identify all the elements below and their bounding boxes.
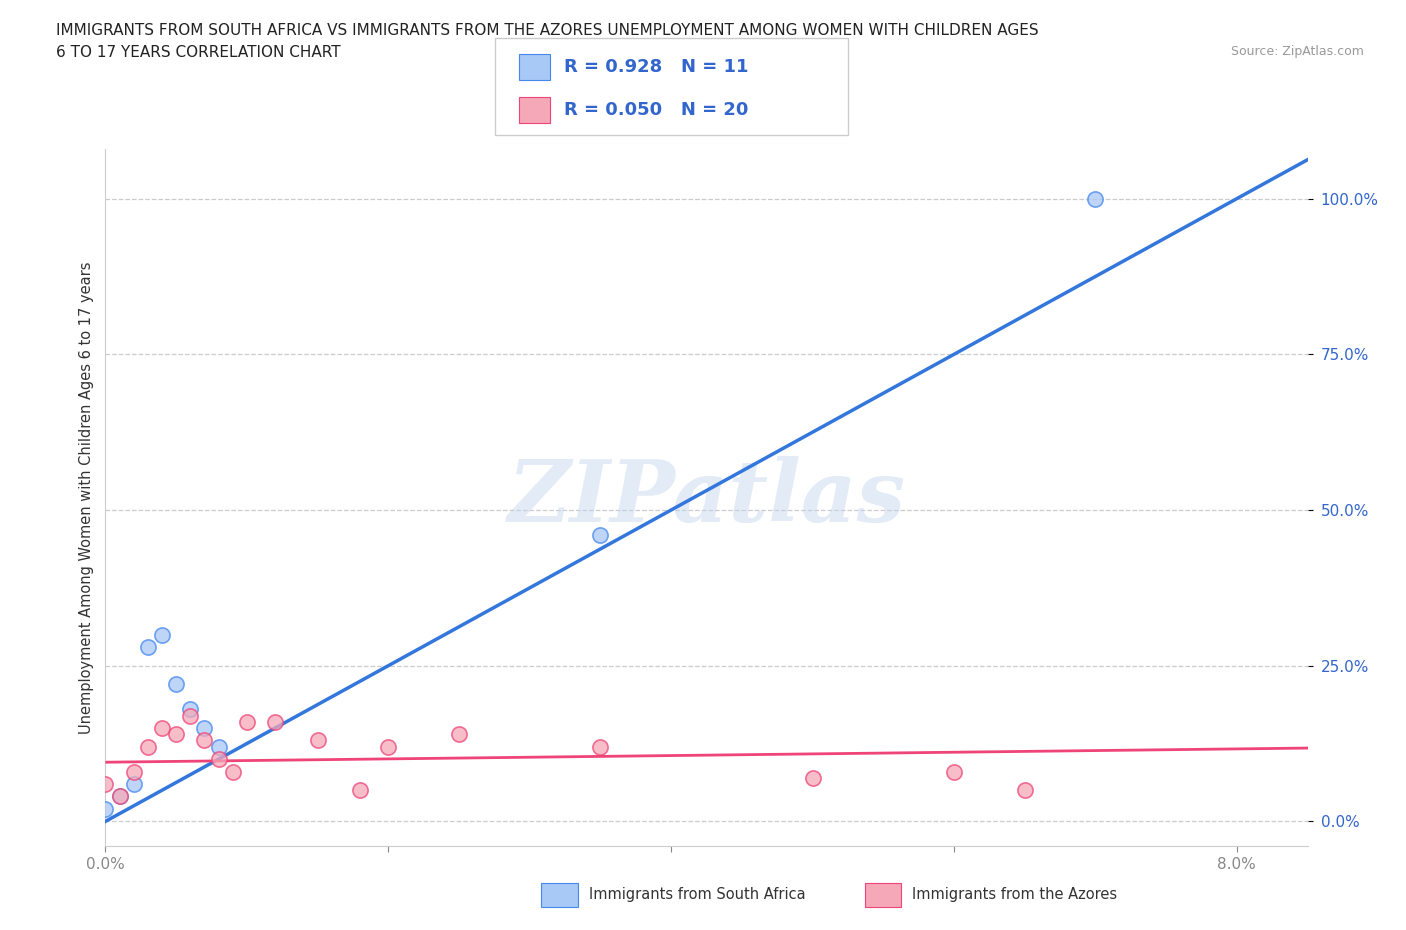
Point: [94, 777, 117, 791]
Text: Immigrants from the Azores: Immigrants from the Azores: [912, 887, 1118, 902]
Point: [193, 721, 215, 736]
Point: [136, 640, 159, 655]
Point: [165, 677, 187, 692]
Point: [94, 802, 117, 817]
Point: [179, 702, 201, 717]
Point: [447, 726, 470, 741]
Text: IMMIGRANTS FROM SOUTH AFRICA VS IMMIGRANTS FROM THE AZORES UNEMPLOYMENT AMONG WO: IMMIGRANTS FROM SOUTH AFRICA VS IMMIGRAN…: [56, 23, 1039, 38]
Point: [589, 527, 612, 542]
Text: 6 TO 17 YEARS CORRELATION CHART: 6 TO 17 YEARS CORRELATION CHART: [56, 45, 340, 60]
Point: [122, 764, 145, 779]
Y-axis label: Unemployment Among Women with Children Ages 6 to 17 years: Unemployment Among Women with Children A…: [79, 261, 94, 734]
Point: [377, 739, 399, 754]
Point: [801, 770, 824, 785]
Point: [150, 627, 173, 642]
Point: [264, 714, 287, 729]
Point: [222, 764, 245, 779]
Point: [236, 714, 259, 729]
Text: Source: ZipAtlas.com: Source: ZipAtlas.com: [1230, 45, 1364, 58]
Text: R = 0.928   N = 11: R = 0.928 N = 11: [564, 58, 748, 76]
Point: [193, 733, 215, 748]
Point: [165, 726, 187, 741]
Text: ZIPatlas: ZIPatlas: [508, 456, 905, 539]
Point: [207, 751, 229, 766]
Point: [943, 764, 966, 779]
Point: [1014, 783, 1036, 798]
Point: [179, 708, 201, 723]
Text: Immigrants from South Africa: Immigrants from South Africa: [589, 887, 806, 902]
Text: R = 0.050   N = 20: R = 0.050 N = 20: [564, 100, 748, 119]
Point: [108, 789, 131, 804]
Point: [307, 733, 329, 748]
Point: [1084, 192, 1107, 206]
Point: [589, 739, 612, 754]
Point: [136, 739, 159, 754]
Point: [349, 783, 371, 798]
Point: [122, 777, 145, 791]
Point: [207, 739, 229, 754]
Point: [108, 789, 131, 804]
Point: [150, 721, 173, 736]
